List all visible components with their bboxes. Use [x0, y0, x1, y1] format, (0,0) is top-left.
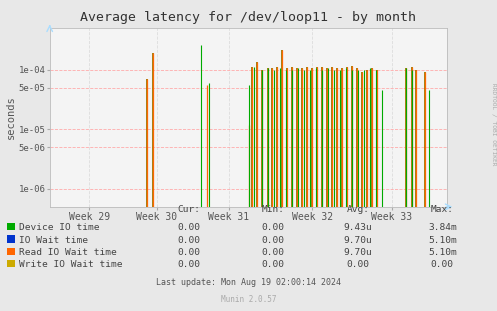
- Text: 0.00: 0.00: [346, 261, 369, 269]
- Text: Device IO time: Device IO time: [19, 223, 100, 232]
- Text: 9.70u: 9.70u: [343, 236, 372, 244]
- Text: 0.00: 0.00: [177, 261, 200, 269]
- Text: 9.43u: 9.43u: [343, 223, 372, 232]
- Text: Munin 2.0.57: Munin 2.0.57: [221, 295, 276, 304]
- Text: 0.00: 0.00: [262, 223, 285, 232]
- Text: Write IO Wait time: Write IO Wait time: [19, 261, 123, 269]
- Text: 3.84m: 3.84m: [428, 223, 457, 232]
- Text: 9.70u: 9.70u: [343, 248, 372, 257]
- Text: 0.00: 0.00: [431, 261, 454, 269]
- Text: Read IO Wait time: Read IO Wait time: [19, 248, 117, 257]
- Text: 0.00: 0.00: [177, 248, 200, 257]
- Title: Average latency for /dev/loop11 - by month: Average latency for /dev/loop11 - by mon…: [81, 11, 416, 24]
- Text: 5.10m: 5.10m: [428, 248, 457, 257]
- Text: 0.00: 0.00: [177, 223, 200, 232]
- Text: Max:: Max:: [431, 205, 454, 214]
- Text: 0.00: 0.00: [262, 248, 285, 257]
- Text: IO Wait time: IO Wait time: [19, 236, 88, 244]
- Text: Cur:: Cur:: [177, 205, 200, 214]
- Text: 0.00: 0.00: [177, 236, 200, 244]
- Text: Avg:: Avg:: [346, 205, 369, 214]
- Text: Last update: Mon Aug 19 02:00:14 2024: Last update: Mon Aug 19 02:00:14 2024: [156, 278, 341, 286]
- Y-axis label: seconds: seconds: [6, 95, 16, 139]
- Text: Min:: Min:: [262, 205, 285, 214]
- Text: 0.00: 0.00: [262, 261, 285, 269]
- Text: 5.10m: 5.10m: [428, 236, 457, 244]
- Text: 0.00: 0.00: [262, 236, 285, 244]
- Text: RRDTOOL / TOBI OETIKER: RRDTOOL / TOBI OETIKER: [491, 83, 496, 166]
